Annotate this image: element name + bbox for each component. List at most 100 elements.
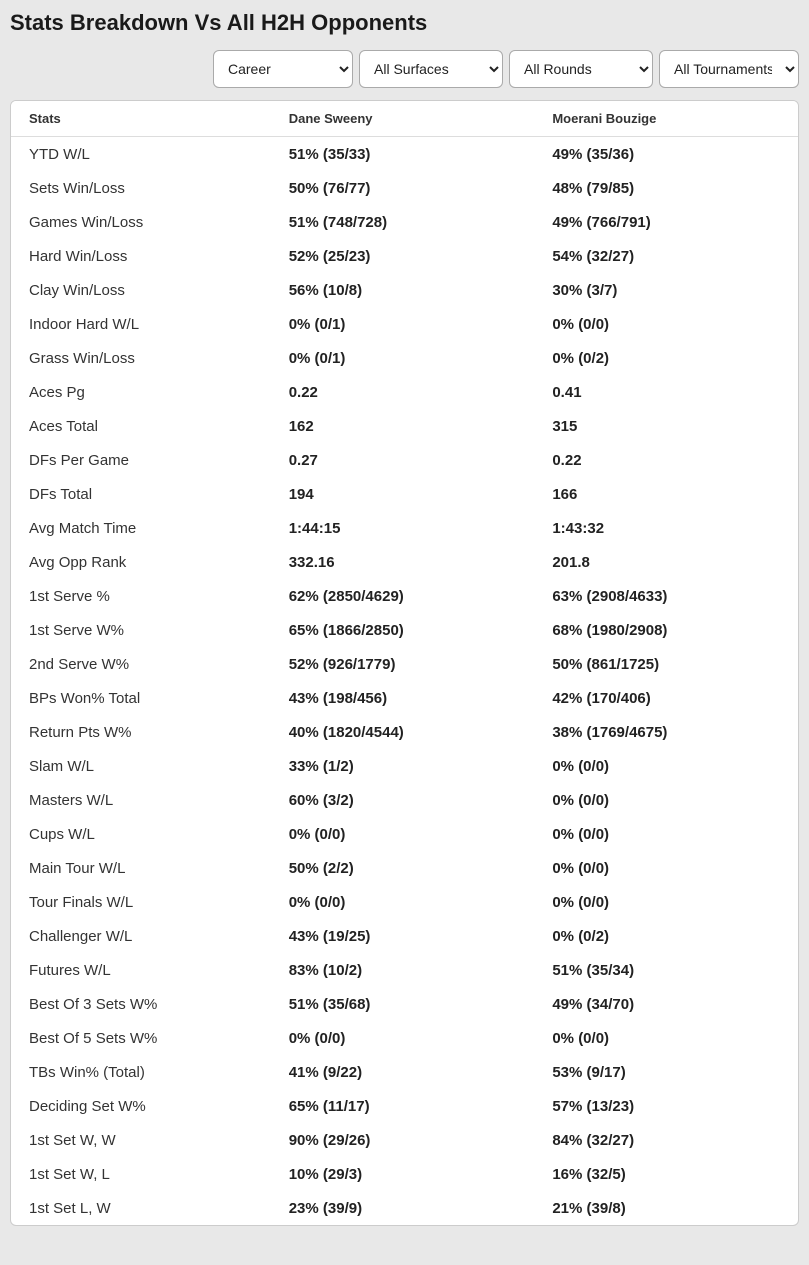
table-row: 1st Set W, L10% (29/3)16% (32/5)	[11, 1157, 798, 1191]
col-player2: Moerani Bouzige	[534, 101, 798, 137]
period-select[interactable]: Career	[213, 50, 353, 88]
player2-value: 0% (0/0)	[534, 749, 798, 783]
player2-value: 0.22	[534, 443, 798, 477]
player2-value: 0% (0/0)	[534, 885, 798, 919]
player1-value: 0% (0/0)	[271, 1021, 535, 1055]
stat-label: 1st Serve W%	[11, 613, 271, 647]
player1-value: 50% (76/77)	[271, 171, 535, 205]
stat-label: Hard Win/Loss	[11, 239, 271, 273]
table-row: DFs Total194166	[11, 477, 798, 511]
table-row: Grass Win/Loss0% (0/1)0% (0/2)	[11, 341, 798, 375]
table-row: YTD W/L51% (35/33)49% (35/36)	[11, 137, 798, 172]
table-row: Clay Win/Loss56% (10/8)30% (3/7)	[11, 273, 798, 307]
player1-value: 40% (1820/4544)	[271, 715, 535, 749]
player2-value: 1:43:32	[534, 511, 798, 545]
table-row: TBs Win% (Total)41% (9/22)53% (9/17)	[11, 1055, 798, 1089]
player2-value: 53% (9/17)	[534, 1055, 798, 1089]
stat-label: Futures W/L	[11, 953, 271, 987]
player1-value: 0.27	[271, 443, 535, 477]
stat-label: Main Tour W/L	[11, 851, 271, 885]
player2-value: 0.41	[534, 375, 798, 409]
stat-label: DFs Per Game	[11, 443, 271, 477]
page-title: Stats Breakdown Vs All H2H Opponents	[10, 10, 799, 36]
table-row: Deciding Set W%65% (11/17)57% (13/23)	[11, 1089, 798, 1123]
stats-table-container: Stats Dane Sweeny Moerani Bouzige YTD W/…	[10, 100, 799, 1226]
player2-value: 0% (0/0)	[534, 783, 798, 817]
player2-value: 68% (1980/2908)	[534, 613, 798, 647]
player2-value: 166	[534, 477, 798, 511]
player1-value: 0% (0/1)	[271, 341, 535, 375]
table-row: Challenger W/L43% (19/25)0% (0/2)	[11, 919, 798, 953]
player1-value: 43% (19/25)	[271, 919, 535, 953]
table-row: 1st Set L, W23% (39/9)21% (39/8)	[11, 1191, 798, 1225]
stat-label: 1st Set W, L	[11, 1157, 271, 1191]
table-row: Sets Win/Loss50% (76/77)48% (79/85)	[11, 171, 798, 205]
table-row: DFs Per Game0.270.22	[11, 443, 798, 477]
round-select[interactable]: All Rounds	[509, 50, 653, 88]
table-row: BPs Won% Total43% (198/456)42% (170/406)	[11, 681, 798, 715]
player1-value: 0.22	[271, 375, 535, 409]
player2-value: 49% (35/36)	[534, 137, 798, 172]
player1-value: 332.16	[271, 545, 535, 579]
table-row: Games Win/Loss51% (748/728)49% (766/791)	[11, 205, 798, 239]
stat-label: Sets Win/Loss	[11, 171, 271, 205]
player1-value: 90% (29/26)	[271, 1123, 535, 1157]
player2-value: 0% (0/2)	[534, 919, 798, 953]
stat-label: 1st Set L, W	[11, 1191, 271, 1225]
player1-value: 62% (2850/4629)	[271, 579, 535, 613]
player1-value: 65% (1866/2850)	[271, 613, 535, 647]
table-row: Aces Total162315	[11, 409, 798, 443]
player2-value: 315	[534, 409, 798, 443]
player2-value: 63% (2908/4633)	[534, 579, 798, 613]
surface-select[interactable]: All Surfaces	[359, 50, 503, 88]
table-row: Avg Match Time1:44:151:43:32	[11, 511, 798, 545]
stat-label: Best Of 5 Sets W%	[11, 1021, 271, 1055]
table-row: Indoor Hard W/L0% (0/1)0% (0/0)	[11, 307, 798, 341]
stat-label: Avg Opp Rank	[11, 545, 271, 579]
table-row: Avg Opp Rank332.16201.8	[11, 545, 798, 579]
table-row: Futures W/L83% (10/2)51% (35/34)	[11, 953, 798, 987]
stat-label: 1st Set W, W	[11, 1123, 271, 1157]
tournament-select[interactable]: All Tournaments	[659, 50, 799, 88]
player1-value: 41% (9/22)	[271, 1055, 535, 1089]
player2-value: 0% (0/0)	[534, 1021, 798, 1055]
player2-value: 0% (0/0)	[534, 307, 798, 341]
player2-value: 48% (79/85)	[534, 171, 798, 205]
player2-value: 49% (34/70)	[534, 987, 798, 1021]
table-row: Main Tour W/L50% (2/2)0% (0/0)	[11, 851, 798, 885]
player2-value: 51% (35/34)	[534, 953, 798, 987]
player1-value: 65% (11/17)	[271, 1089, 535, 1123]
table-row: 1st Serve %62% (2850/4629)63% (2908/4633…	[11, 579, 798, 613]
player1-value: 10% (29/3)	[271, 1157, 535, 1191]
player2-value: 49% (766/791)	[534, 205, 798, 239]
table-row: Aces Pg0.220.41	[11, 375, 798, 409]
player2-value: 21% (39/8)	[534, 1191, 798, 1225]
player1-value: 52% (25/23)	[271, 239, 535, 273]
stat-label: 1st Serve %	[11, 579, 271, 613]
table-row: Tour Finals W/L0% (0/0)0% (0/0)	[11, 885, 798, 919]
player1-value: 51% (748/728)	[271, 205, 535, 239]
stat-label: Indoor Hard W/L	[11, 307, 271, 341]
table-row: Return Pts W%40% (1820/4544)38% (1769/46…	[11, 715, 798, 749]
filters-row: Career All Surfaces All Rounds All Tourn…	[10, 50, 799, 88]
table-row: Slam W/L33% (1/2)0% (0/0)	[11, 749, 798, 783]
stat-label: 2nd Serve W%	[11, 647, 271, 681]
table-row: 1st Set W, W90% (29/26)84% (32/27)	[11, 1123, 798, 1157]
col-stats: Stats	[11, 101, 271, 137]
player1-value: 52% (926/1779)	[271, 647, 535, 681]
stat-label: Aces Total	[11, 409, 271, 443]
stat-label: Clay Win/Loss	[11, 273, 271, 307]
stat-label: Return Pts W%	[11, 715, 271, 749]
player1-value: 56% (10/8)	[271, 273, 535, 307]
stat-label: Masters W/L	[11, 783, 271, 817]
stats-table: Stats Dane Sweeny Moerani Bouzige YTD W/…	[11, 101, 798, 1225]
stat-label: Avg Match Time	[11, 511, 271, 545]
table-header-row: Stats Dane Sweeny Moerani Bouzige	[11, 101, 798, 137]
stat-label: DFs Total	[11, 477, 271, 511]
stat-label: Best Of 3 Sets W%	[11, 987, 271, 1021]
player2-value: 30% (3/7)	[534, 273, 798, 307]
table-row: Best Of 3 Sets W%51% (35/68)49% (34/70)	[11, 987, 798, 1021]
stat-label: TBs Win% (Total)	[11, 1055, 271, 1089]
player1-value: 51% (35/33)	[271, 137, 535, 172]
player2-value: 50% (861/1725)	[534, 647, 798, 681]
